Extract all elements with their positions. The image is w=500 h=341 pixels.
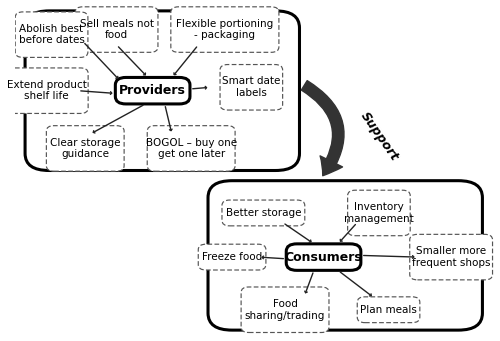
FancyBboxPatch shape bbox=[15, 12, 88, 57]
FancyBboxPatch shape bbox=[358, 297, 420, 323]
FancyBboxPatch shape bbox=[6, 68, 88, 114]
FancyBboxPatch shape bbox=[348, 190, 410, 236]
FancyBboxPatch shape bbox=[147, 126, 235, 171]
FancyBboxPatch shape bbox=[220, 64, 282, 110]
Text: Support: Support bbox=[358, 109, 401, 163]
FancyBboxPatch shape bbox=[410, 234, 492, 280]
FancyBboxPatch shape bbox=[222, 200, 305, 226]
Text: Consumers: Consumers bbox=[284, 251, 362, 264]
FancyBboxPatch shape bbox=[116, 77, 190, 104]
Text: Smaller more
frequent shops: Smaller more frequent shops bbox=[412, 246, 490, 268]
Text: Clear storage
guidance: Clear storage guidance bbox=[50, 138, 120, 159]
Text: Plan meals: Plan meals bbox=[360, 305, 417, 315]
FancyBboxPatch shape bbox=[241, 287, 329, 332]
FancyArrowPatch shape bbox=[302, 80, 344, 176]
Text: Food
sharing/trading: Food sharing/trading bbox=[245, 299, 325, 321]
Text: Providers: Providers bbox=[119, 84, 186, 97]
Text: Extend product
shelf life: Extend product shelf life bbox=[7, 80, 86, 102]
Text: BOGOL – buy one
get one later: BOGOL – buy one get one later bbox=[146, 138, 236, 159]
Text: Sell meals not
food: Sell meals not food bbox=[80, 19, 154, 40]
Text: Abolish best
before dates: Abolish best before dates bbox=[18, 24, 84, 45]
FancyBboxPatch shape bbox=[75, 7, 158, 52]
FancyBboxPatch shape bbox=[208, 181, 482, 330]
FancyBboxPatch shape bbox=[46, 126, 124, 171]
Text: Freeze food: Freeze food bbox=[202, 252, 262, 262]
FancyBboxPatch shape bbox=[171, 7, 279, 52]
Text: Flexible portioning
- packaging: Flexible portioning - packaging bbox=[176, 19, 274, 40]
FancyBboxPatch shape bbox=[198, 244, 266, 270]
FancyBboxPatch shape bbox=[25, 11, 299, 170]
Text: Better storage: Better storage bbox=[226, 208, 301, 218]
Text: Inventory
management: Inventory management bbox=[344, 202, 414, 224]
Text: Smart date
labels: Smart date labels bbox=[222, 76, 280, 98]
FancyBboxPatch shape bbox=[286, 244, 361, 270]
